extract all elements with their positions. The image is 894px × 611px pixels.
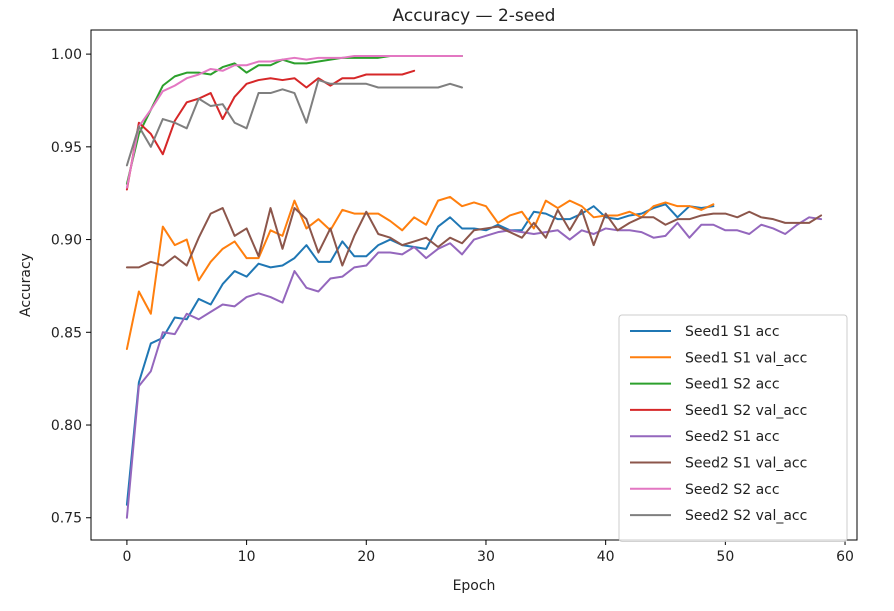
legend: Seed1 S1 acc Seed1 S1 val_acc Seed1 S2 acc… — [618, 314, 848, 542]
chart-title: Accuracy — 2-seed — [393, 6, 556, 26]
series-line-5 — [125, 216, 823, 519]
x-tick-label: 50 — [716, 549, 734, 565]
x-tick-label: 60 — [836, 549, 854, 565]
series-line-4 — [125, 69, 416, 191]
x-tick-label: 40 — [597, 549, 615, 565]
ticks-layer: 0 10 20 30 40 50 60 0.75 0.80 0.85 0.90 0.95 1.00 — [51, 47, 854, 565]
y-tick-label: 0.90 — [51, 233, 82, 249]
legend-label: Seed1 S1 val_acc — [685, 350, 807, 366]
series-line-2 — [125, 195, 715, 350]
y-tick-label: 0.95 — [51, 140, 82, 156]
legend-label: Seed1 S1 acc — [685, 324, 780, 340]
y-tick-label: 0.80 — [51, 418, 82, 434]
series-layer — [125, 54, 823, 519]
legend-label: Seed2 S1 val_acc — [685, 456, 807, 472]
y-tick-label: 0.75 — [51, 511, 82, 527]
series-line-1 — [125, 203, 715, 506]
y-tick-label: 1.00 — [51, 47, 82, 63]
legend-label: Seed1 S2 val_acc — [685, 403, 807, 419]
series-line-6 — [125, 207, 823, 269]
series-line-7 — [125, 54, 464, 189]
legend-label: Seed2 S2 val_acc — [685, 508, 807, 524]
x-tick-label: 30 — [477, 549, 495, 565]
series-line-8 — [125, 79, 464, 167]
legend-label: Seed1 S2 acc — [685, 377, 780, 393]
x-axis-title: Epoch — [453, 578, 496, 594]
y-tick-label: 0.85 — [51, 325, 82, 341]
x-tick-label: 0 — [122, 549, 131, 565]
legend-box — [618, 314, 848, 542]
x-tick-label: 10 — [238, 549, 256, 565]
x-tick-label: 20 — [357, 549, 375, 565]
legend-label: Seed2 S2 acc — [685, 482, 780, 498]
legend-label: Seed2 S1 acc — [685, 429, 780, 445]
plot-frame — [90, 29, 858, 541]
y-axis-title: Accuracy — [18, 253, 34, 317]
